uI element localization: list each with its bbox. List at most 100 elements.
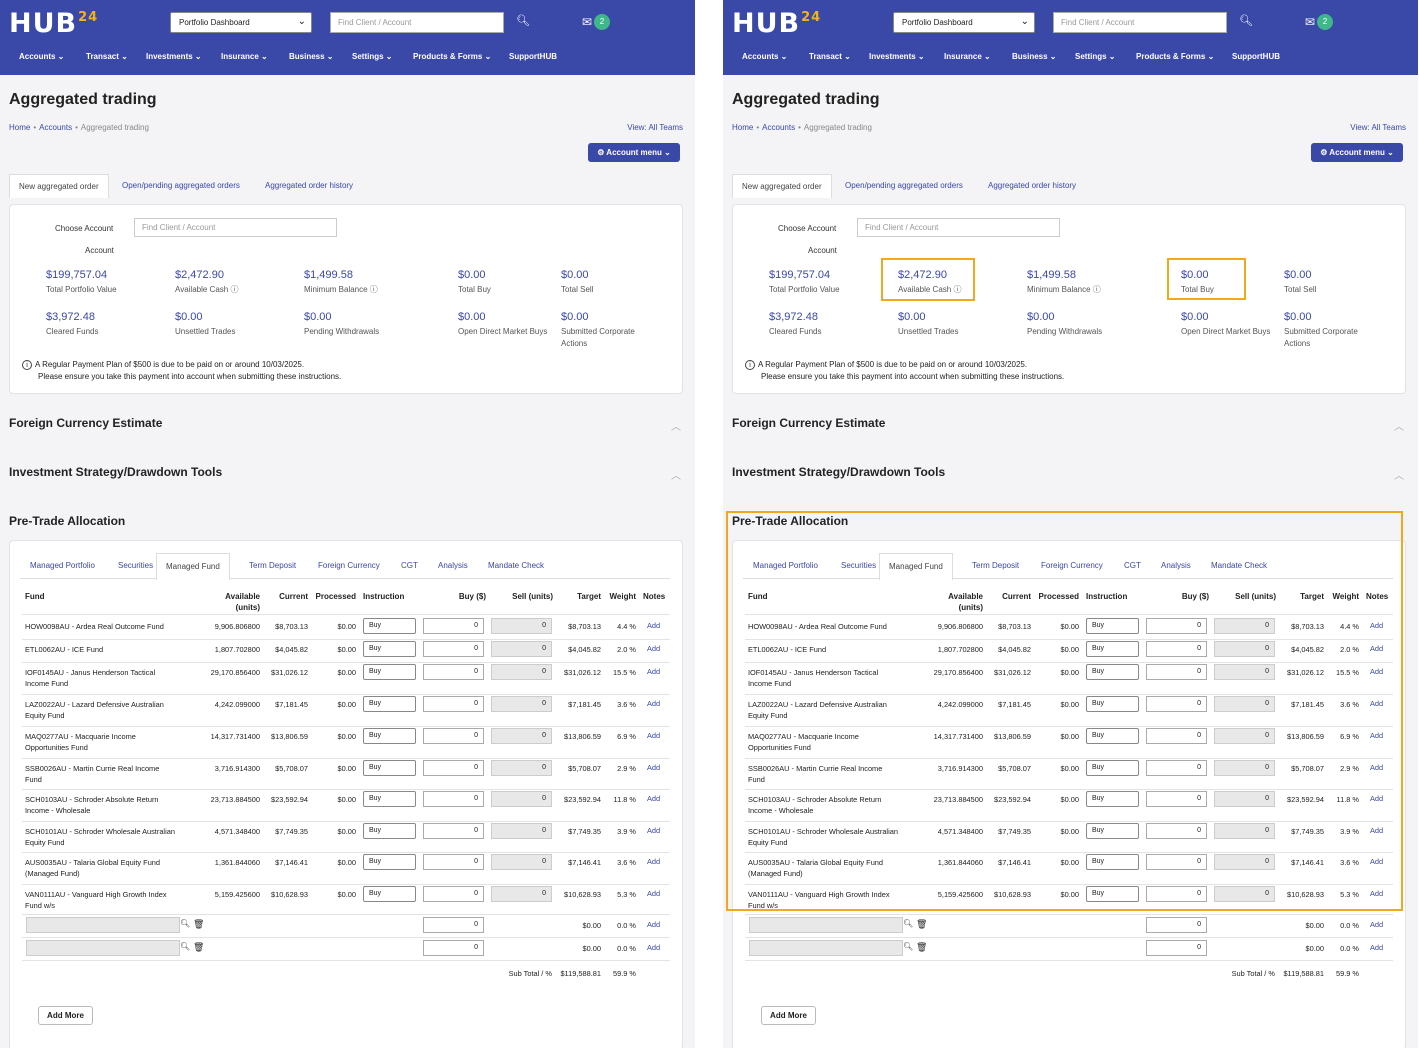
buy-amount-input[interactable]: 0 bbox=[1146, 664, 1207, 680]
buy-amount-input[interactable]: 0 bbox=[1146, 791, 1207, 807]
buy-amount-input[interactable]: 0 bbox=[423, 641, 484, 657]
nav-item[interactable]: Business ⌄ bbox=[289, 52, 334, 61]
instruction-select[interactable]: Buy bbox=[363, 760, 416, 776]
tab-new-aggregated-order[interactable]: New aggregated order bbox=[732, 174, 832, 198]
instruction-select[interactable]: Buy bbox=[1086, 664, 1139, 680]
buy-amount-input[interactable]: 0 bbox=[423, 760, 484, 776]
tab-alloc-cgt[interactable]: CGT bbox=[1124, 561, 1141, 570]
add-more-button[interactable]: Add More bbox=[38, 1006, 93, 1025]
hub24-logo[interactable]: HUB24 bbox=[732, 8, 822, 39]
add-note-link[interactable]: Add bbox=[1370, 763, 1384, 772]
add-note-link[interactable]: Add bbox=[1370, 644, 1384, 653]
nav-item[interactable]: Settings ⌄ bbox=[352, 52, 393, 61]
tab-alloc-mandate-check[interactable]: Mandate Check bbox=[1211, 561, 1268, 570]
add-note-link[interactable]: Add bbox=[647, 943, 661, 952]
tab-alloc-term-deposit[interactable]: Term Deposit bbox=[972, 561, 1020, 570]
breadcrumb-home[interactable]: Home bbox=[9, 123, 31, 132]
search-icon[interactable]: 🔍︎ bbox=[180, 942, 191, 951]
add-note-link[interactable]: Add bbox=[647, 794, 661, 803]
tab-alloc-securities[interactable]: Securities bbox=[118, 561, 154, 570]
search-icon[interactable]: 🔍︎ bbox=[903, 942, 914, 951]
instruction-select[interactable]: Buy bbox=[363, 728, 416, 744]
buy-amount-input[interactable]: 0 bbox=[1146, 823, 1207, 839]
mail-icon[interactable]: ✉ bbox=[582, 15, 593, 29]
instruction-select[interactable]: Buy bbox=[363, 791, 416, 807]
tab-alloc-managed-fund[interactable]: Managed Fund bbox=[879, 553, 953, 580]
buy-amount-input[interactable]: 0 bbox=[1146, 641, 1207, 657]
tab-alloc-mandate-check[interactable]: Mandate Check bbox=[488, 561, 545, 570]
buy-amount-input[interactable]: 0 bbox=[1146, 760, 1207, 776]
tab-alloc-term-deposit[interactable]: Term Deposit bbox=[249, 561, 297, 570]
foreign-currency-heading[interactable]: Foreign Currency Estimate bbox=[9, 416, 163, 430]
tab-alloc-managed-fund[interactable]: Managed Fund bbox=[156, 553, 230, 580]
breadcrumb-home[interactable]: Home bbox=[732, 123, 754, 132]
search-input[interactable]: Find Client / Account bbox=[1053, 12, 1227, 33]
buy-amount-input[interactable]: 0 bbox=[1146, 917, 1207, 933]
strategy-tools-heading[interactable]: Investment Strategy/Drawdown Tools bbox=[9, 465, 223, 479]
hub24-logo[interactable]: HUB24 bbox=[9, 8, 99, 39]
buy-amount-input[interactable]: 0 bbox=[423, 696, 484, 712]
fund-lookup-input[interactable] bbox=[749, 917, 903, 933]
nav-item[interactable]: SupportHUB bbox=[1232, 52, 1280, 61]
tab-order-history[interactable]: Aggregated order history bbox=[988, 181, 1077, 190]
add-note-link[interactable]: Add bbox=[1370, 943, 1384, 952]
add-note-link[interactable]: Add bbox=[647, 826, 661, 835]
account-menu-button[interactable]: ⚙ Account menu ⌄ bbox=[588, 143, 680, 162]
trash-icon[interactable]: 🗑︎ bbox=[193, 942, 205, 952]
instruction-select[interactable]: Buy bbox=[363, 854, 416, 870]
nav-item[interactable]: Insurance ⌄ bbox=[221, 52, 268, 61]
chevron-up-icon[interactable]: ︿ bbox=[1394, 422, 1404, 433]
search-icon[interactable]: 🔍︎ bbox=[516, 15, 530, 27]
add-note-link[interactable]: Add bbox=[647, 857, 661, 866]
chevron-up-icon[interactable]: ︿ bbox=[671, 422, 681, 433]
nav-item[interactable]: Accounts ⌄ bbox=[19, 52, 65, 61]
instruction-select[interactable]: Buy bbox=[1086, 886, 1139, 902]
dashboard-select[interactable]: Portfolio Dashboard ⌄ bbox=[893, 12, 1035, 33]
nav-item[interactable]: Business ⌄ bbox=[1012, 52, 1057, 61]
instruction-select[interactable]: Buy bbox=[363, 641, 416, 657]
nav-item[interactable]: Insurance ⌄ bbox=[944, 52, 991, 61]
buy-amount-input[interactable]: 0 bbox=[423, 917, 484, 933]
tab-alloc-cgt[interactable]: CGT bbox=[401, 561, 418, 570]
buy-amount-input[interactable]: 0 bbox=[1146, 696, 1207, 712]
add-note-link[interactable]: Add bbox=[647, 920, 661, 929]
foreign-currency-heading[interactable]: Foreign Currency Estimate bbox=[732, 416, 886, 430]
dashboard-select[interactable]: Portfolio Dashboard ⌄ bbox=[170, 12, 312, 33]
buy-amount-input[interactable]: 0 bbox=[1146, 618, 1207, 634]
buy-amount-input[interactable]: 0 bbox=[1146, 886, 1207, 902]
instruction-select[interactable]: Buy bbox=[1086, 618, 1139, 634]
nav-item[interactable]: Investments ⌄ bbox=[146, 52, 202, 61]
tab-alloc-managed-portfolio[interactable]: Managed Portfolio bbox=[753, 561, 818, 570]
breadcrumb-accounts[interactable]: Accounts bbox=[39, 123, 73, 132]
buy-amount-input[interactable]: 0 bbox=[423, 618, 484, 634]
instruction-select[interactable]: Buy bbox=[363, 823, 416, 839]
add-note-link[interactable]: Add bbox=[647, 621, 661, 630]
tab-alloc-managed-portfolio[interactable]: Managed Portfolio bbox=[30, 561, 95, 570]
instruction-select[interactable]: Buy bbox=[1086, 696, 1139, 712]
nav-item[interactable]: Accounts ⌄ bbox=[742, 52, 788, 61]
buy-amount-input[interactable]: 0 bbox=[1146, 940, 1207, 956]
add-note-link[interactable]: Add bbox=[1370, 667, 1384, 676]
add-note-link[interactable]: Add bbox=[1370, 621, 1384, 630]
add-note-link[interactable]: Add bbox=[1370, 889, 1384, 898]
breadcrumb-accounts[interactable]: Accounts bbox=[762, 123, 796, 132]
nav-item[interactable]: Investments ⌄ bbox=[869, 52, 925, 61]
account-menu-button[interactable]: ⚙ Account menu ⌄ bbox=[1311, 143, 1403, 162]
fund-lookup-input[interactable] bbox=[26, 917, 180, 933]
instruction-select[interactable]: Buy bbox=[1086, 854, 1139, 870]
add-note-link[interactable]: Add bbox=[1370, 794, 1384, 803]
trash-icon[interactable]: 🗑︎ bbox=[916, 919, 928, 929]
nav-item[interactable]: Transact ⌄ bbox=[86, 52, 128, 61]
fund-lookup-input[interactable] bbox=[749, 940, 903, 956]
find-account-input[interactable]: Find Client / Account bbox=[134, 218, 337, 237]
buy-amount-input[interactable]: 0 bbox=[423, 886, 484, 902]
search-icon[interactable]: 🔍︎ bbox=[1239, 15, 1253, 27]
instruction-select[interactable]: Buy bbox=[1086, 823, 1139, 839]
instruction-select[interactable]: Buy bbox=[363, 886, 416, 902]
buy-amount-input[interactable]: 0 bbox=[423, 791, 484, 807]
search-icon[interactable]: 🔍︎ bbox=[903, 919, 914, 928]
add-note-link[interactable]: Add bbox=[647, 699, 661, 708]
strategy-tools-heading[interactable]: Investment Strategy/Drawdown Tools bbox=[732, 465, 946, 479]
buy-amount-input[interactable]: 0 bbox=[1146, 854, 1207, 870]
add-note-link[interactable]: Add bbox=[647, 667, 661, 676]
